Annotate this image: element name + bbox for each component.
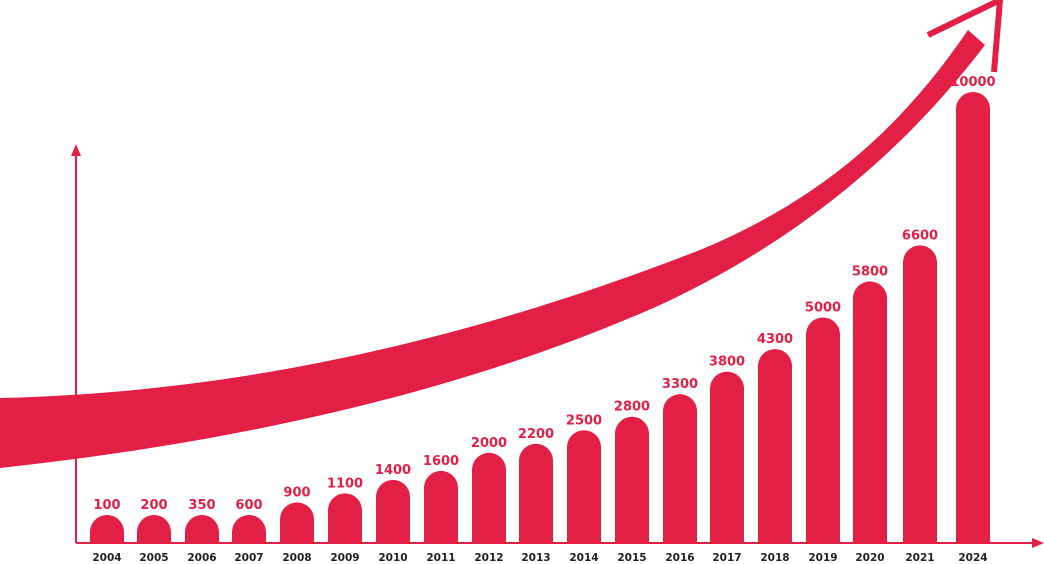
value-label: 600 — [235, 498, 262, 513]
value-label: 5800 — [852, 264, 888, 279]
bar — [185, 515, 219, 543]
x-tick-label: 2004 — [92, 552, 121, 564]
x-tick-label: 2006 — [187, 552, 216, 564]
x-tick-label: 2005 — [139, 552, 168, 564]
bar — [424, 470, 458, 543]
x-tick-label: 2007 — [234, 552, 263, 564]
value-label: 10000 — [950, 75, 995, 90]
value-label: 3800 — [709, 355, 745, 370]
bar — [280, 502, 314, 543]
value-labels: 100 200 350 600 900 1100 1400 1600 2000 2200 2500 2… — [93, 75, 995, 513]
x-tick-label: 2019 — [808, 552, 837, 564]
value-label: 350 — [188, 498, 215, 513]
bar — [376, 479, 410, 543]
value-label: 6600 — [902, 228, 938, 243]
bar — [615, 416, 649, 543]
x-tick-label: 2008 — [282, 552, 311, 564]
bar — [232, 515, 266, 543]
value-label: 900 — [283, 485, 310, 500]
x-tick-label: 2009 — [330, 552, 359, 564]
bar — [567, 430, 601, 543]
x-tick-label: 2017 — [712, 552, 741, 564]
x-tick-label: 2024 — [958, 552, 987, 564]
value-label: 100 — [93, 498, 120, 513]
bar — [956, 92, 990, 543]
value-label: 5000 — [805, 301, 841, 316]
x-tick-label: 2015 — [617, 552, 646, 564]
trend-arrow-head — [926, 0, 1004, 73]
bar — [710, 371, 744, 543]
value-label: 2800 — [614, 400, 650, 415]
trend-arrow — [0, 0, 1004, 468]
bar — [663, 394, 697, 543]
value-label: 1400 — [375, 463, 411, 478]
x-tick-label: 2010 — [378, 552, 407, 564]
bar — [328, 493, 362, 543]
x-tick-label: 2020 — [855, 552, 884, 564]
bar — [853, 281, 887, 543]
value-label: 200 — [140, 498, 167, 513]
trend-arrow-body — [0, 30, 985, 468]
x-tick-label: 2013 — [521, 552, 550, 564]
bar — [903, 245, 937, 543]
bar — [806, 317, 840, 543]
x-tick-label: 2018 — [760, 552, 789, 564]
value-label: 4300 — [757, 332, 793, 347]
x-tick-label: 2021 — [905, 552, 934, 564]
value-label: 2500 — [566, 413, 602, 428]
value-label: 2200 — [518, 427, 554, 442]
value-label: 1600 — [423, 454, 459, 469]
x-tick-labels: 2004 2005 2006 2007 2008 2009 2010 2011 2012 2013… — [92, 552, 987, 564]
bar — [519, 443, 553, 543]
bar — [90, 515, 124, 543]
x-tick-label: 2014 — [569, 552, 598, 564]
x-tick-label: 2011 — [426, 552, 455, 564]
bars — [90, 92, 990, 543]
value-label: 1100 — [327, 476, 363, 491]
bar — [758, 349, 792, 543]
x-tick-label: 2016 — [665, 552, 694, 564]
x-tick-label: 2012 — [474, 552, 503, 564]
value-label: 2000 — [471, 436, 507, 451]
value-label: 3300 — [662, 377, 698, 392]
x-axis-arrowhead — [1032, 538, 1044, 548]
y-axis-arrowhead — [71, 144, 81, 156]
bar — [472, 452, 506, 543]
bar — [137, 515, 171, 543]
